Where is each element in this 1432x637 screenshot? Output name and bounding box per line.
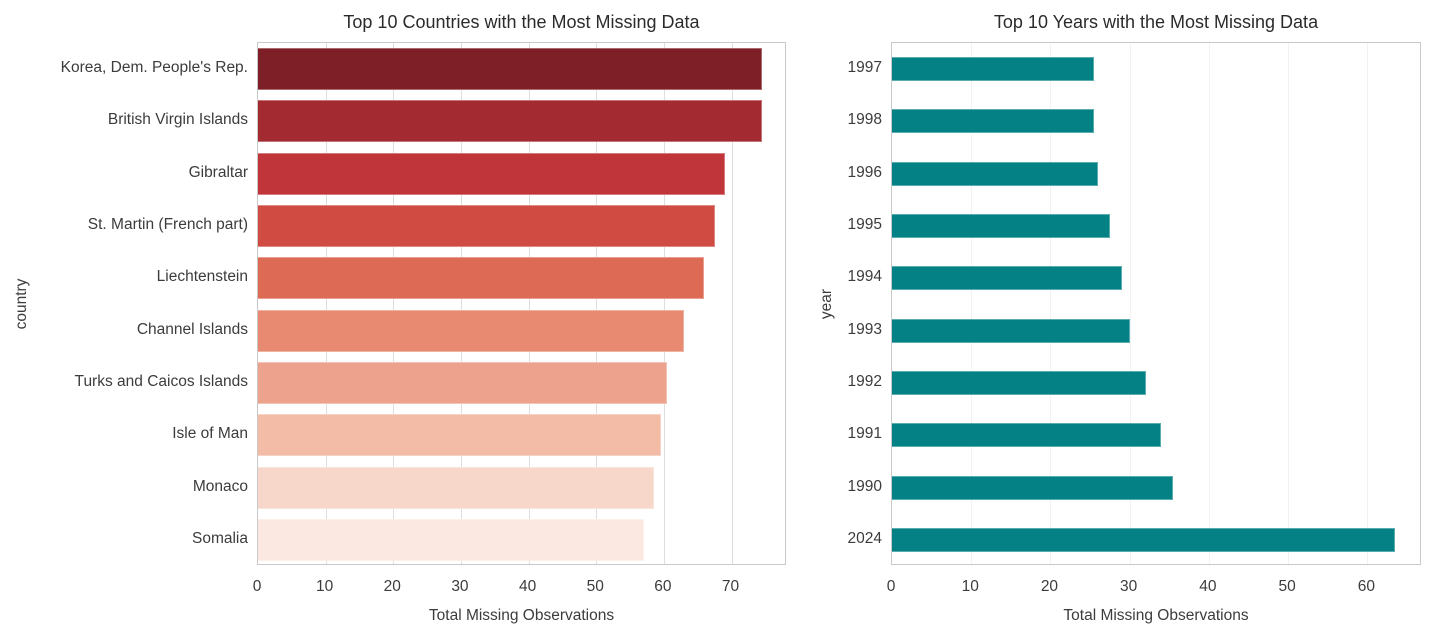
bar: [892, 57, 1095, 82]
y-tick-label: Korea, Dem. People's Rep.: [60, 59, 248, 77]
y-tick-label: 1991: [847, 425, 882, 443]
x-tick-label: 0: [252, 578, 262, 595]
x-tick-label: 30: [451, 578, 469, 595]
bar: [258, 361, 668, 404]
x-tick-label: 40: [518, 578, 537, 595]
gridline: [596, 43, 597, 564]
y-tick-label: 1994: [847, 268, 882, 286]
y-tick-label: Isle of Man: [172, 425, 248, 443]
x-axis-label-countries: Total Missing Observations: [428, 607, 615, 624]
y-tick-label: 1997: [847, 59, 882, 77]
gridline: [326, 43, 327, 564]
gridline: [393, 43, 394, 564]
bar: [892, 109, 1095, 134]
x-axis-label-years: Total Missing Observations: [1063, 607, 1249, 624]
x-tick-label: 40: [1199, 578, 1217, 595]
bar: [892, 370, 1146, 395]
bar: [258, 518, 644, 561]
gridline: [1367, 43, 1368, 564]
plot-area-years: [891, 42, 1421, 565]
bar: [892, 266, 1122, 291]
y-tick-label: 2024: [847, 529, 882, 547]
chart-title-countries: Top 10 Countries with the Most Missing D…: [343, 12, 700, 32]
x-tick-label: 60: [654, 578, 672, 595]
x-tick-label: 10: [961, 578, 979, 595]
x-tick-label: 20: [1040, 578, 1059, 595]
gridline: [1209, 43, 1210, 564]
bar: [258, 205, 715, 248]
y-tick-label: 1995: [847, 216, 882, 234]
bar: [258, 152, 725, 195]
y-tick-label: 1992: [847, 372, 882, 390]
y-tick-label: Liechtenstein: [156, 268, 248, 286]
bar: [892, 527, 1396, 552]
y-axis-label-year: year: [818, 288, 835, 319]
y-tick-label: 1993: [847, 320, 882, 338]
x-tick-label: 10: [316, 578, 334, 595]
bar: [258, 257, 705, 300]
y-tick-label: Somalia: [192, 529, 248, 547]
x-tick-label: 30: [1120, 578, 1138, 595]
bar: [892, 318, 1130, 343]
y-tick-label: 1996: [847, 163, 882, 181]
y-tick-label: Channel Islands: [136, 320, 248, 338]
bar: [258, 100, 762, 143]
x-tick-label: 0: [886, 578, 896, 595]
x-tick-label: 60: [1357, 578, 1375, 595]
y-tick-label: Monaco: [192, 477, 248, 495]
gridline: [1130, 43, 1131, 564]
bar: [892, 161, 1098, 186]
bar: [892, 423, 1162, 448]
x-tick-label: 50: [586, 578, 604, 595]
gridline: [1288, 43, 1289, 564]
bar: [258, 414, 661, 457]
gridline: [1050, 43, 1051, 564]
gridline: [529, 43, 530, 564]
y-tick-label: St. Martin (French part): [87, 216, 248, 234]
y-tick-label: Gibraltar: [188, 163, 248, 181]
y-tick-label: British Virgin Islands: [107, 111, 248, 129]
bar: [258, 309, 685, 352]
bar: [258, 48, 762, 91]
x-tick-label: 20: [383, 578, 401, 595]
plot-area-countries: [257, 42, 786, 565]
y-tick-label: 1990: [847, 477, 882, 495]
gridline: [461, 43, 462, 564]
gridline: [664, 43, 665, 564]
bar: [258, 466, 654, 509]
chart-title-years: Top 10 Years with the Most Missing Data: [993, 12, 1319, 32]
y-tick-label: Turks and Caicos Islands: [74, 372, 248, 390]
bar: [892, 475, 1174, 500]
x-tick-label: 70: [721, 578, 740, 595]
gridline: [971, 43, 972, 564]
gridline: [732, 43, 733, 564]
y-tick-label: 1998: [847, 111, 882, 129]
x-tick-label: 50: [1278, 578, 1296, 595]
bar: [892, 214, 1110, 239]
